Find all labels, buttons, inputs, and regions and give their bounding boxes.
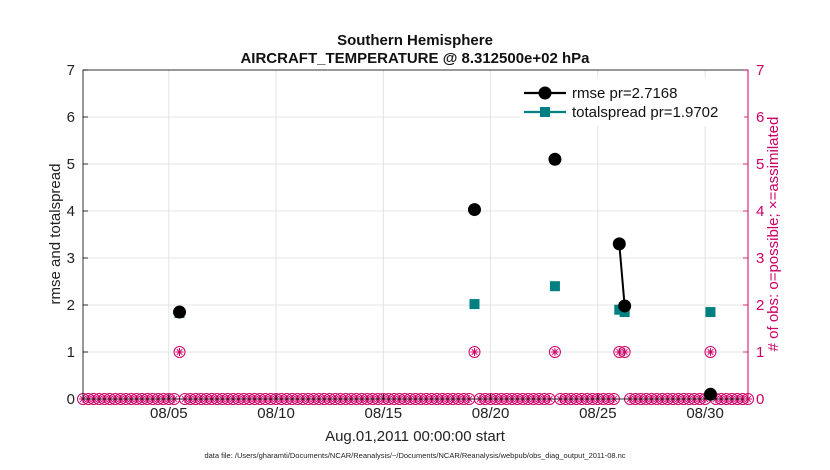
y-axis-ticks: 0 1 2 3 4 5 6 7 <box>67 62 88 408</box>
chart-title: Southern Hemisphere <box>337 32 493 49</box>
y2-tick-label: 6 <box>756 109 764 126</box>
y2-tick-label: 7 <box>756 62 764 79</box>
rmse-point <box>548 152 562 166</box>
y2-tick-label: 3 <box>756 250 764 267</box>
y-tick-label: 2 <box>67 297 75 314</box>
obs-assimilated-marker <box>550 348 559 356</box>
obs-assimilated-marker <box>470 348 479 356</box>
totalspread-point <box>469 299 480 310</box>
y-tick-label: 5 <box>67 156 75 173</box>
obs-possible-marker <box>704 346 717 358</box>
rmse-point <box>173 305 187 319</box>
obs-assimilated-marker <box>620 348 629 356</box>
rmse-point <box>467 203 481 217</box>
obs-assimilated-stroke <box>621 348 628 356</box>
y2-tick-label: 5 <box>756 156 764 173</box>
x-tick-label: 08/30 <box>686 405 724 422</box>
rmse-line <box>618 243 626 307</box>
legend: rmse pr=2.7168 totalspread pr=1.9702 <box>520 78 744 126</box>
obs-assimilated-stroke <box>707 348 714 356</box>
obs-assimilated-stroke <box>616 348 623 356</box>
rmse-point <box>703 387 717 401</box>
y-tick-label: 4 <box>67 203 75 220</box>
data-markers <box>173 152 717 401</box>
y-tick-label: 6 <box>67 109 75 126</box>
y2-tick-label: 1 <box>756 344 764 361</box>
x-axis-label: Aug.01,2011 00:00:00 start <box>325 428 506 445</box>
legend-totalspread-marker <box>540 107 550 117</box>
totalspread-point <box>614 304 625 315</box>
obs-possible-marker <box>548 346 561 358</box>
legend-totalspread-label: totalspread pr=1.9702 <box>572 104 718 121</box>
y2-axis-ticks: 0 1 2 3 4 5 6 7 <box>743 62 764 408</box>
x-axis-ticks: 08/05 08/10 08/15 08/20 08/25 08/30 <box>150 394 724 422</box>
obs-assimilated-stroke <box>176 348 183 356</box>
obs-assimilated-stroke <box>471 348 478 356</box>
y2-tick-label: 4 <box>756 203 764 220</box>
x-tick-label: 08/10 <box>257 405 295 422</box>
totalspread-point <box>705 307 716 318</box>
y-tick-label: 7 <box>67 62 75 79</box>
y-tick-label: 1 <box>67 344 75 361</box>
y-tick-label: 0 <box>67 391 75 408</box>
x-tick-label: 08/20 <box>472 405 510 422</box>
obs-possible-marker <box>468 346 481 358</box>
legend-box <box>520 78 744 126</box>
x-tick-label: 08/25 <box>579 405 617 422</box>
y2-tick-label: 2 <box>756 297 764 314</box>
y2-tick-label: 0 <box>756 391 764 408</box>
data-file-footnote: data file: /Users/gharamti/Documents/NCA… <box>204 451 625 460</box>
totalspread-point <box>549 281 560 292</box>
y2-axis-label: # of obs: o=possible; ×=assimilated <box>765 117 782 352</box>
legend-rmse-label: rmse pr=2.7168 <box>572 85 677 102</box>
y-axis-label: rmse and totalspread <box>47 164 64 305</box>
y-tick-label: 3 <box>67 250 75 267</box>
chart-subtitle: AIRCRAFT_TEMPERATURE @ 8.312500e+02 hPa <box>240 50 590 67</box>
legend-rmse-marker <box>538 86 552 100</box>
x-tick-label: 08/15 <box>365 405 403 422</box>
obs-assimilated-stroke <box>551 348 559 356</box>
rmse-point <box>612 237 626 251</box>
obs-possible-marker <box>173 346 186 358</box>
rmse-point <box>618 299 632 313</box>
obs-assimilated-marker <box>706 348 715 356</box>
x-tick-label: 08/05 <box>150 405 188 422</box>
obs-assimilated-marker <box>175 348 184 356</box>
